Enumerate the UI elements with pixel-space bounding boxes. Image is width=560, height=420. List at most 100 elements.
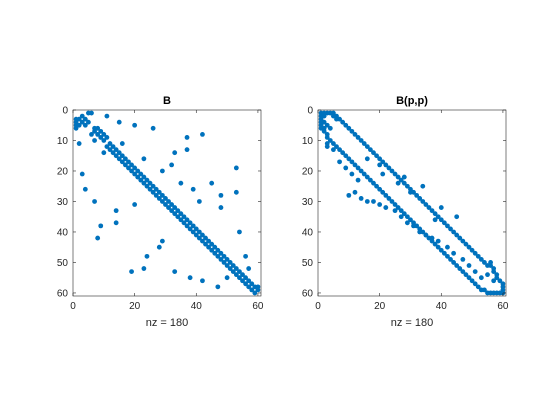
panel-1-nonzero-point xyxy=(141,174,147,180)
panel-1-nonzero-point xyxy=(144,253,150,259)
panel-2-nonzero-point xyxy=(352,162,358,168)
panel-1-nonzero-point xyxy=(175,214,181,220)
panel-1-nonzero-point xyxy=(82,186,88,192)
panel-1-nonzero-point xyxy=(79,171,85,177)
panel-1-nonzero-point xyxy=(144,177,150,183)
panel-1-nonzero-point xyxy=(233,272,239,278)
panel-2-nonzero-point xyxy=(435,238,441,244)
panel-2-nonzero-point xyxy=(349,159,355,165)
panel-2-y-tick-label: 40 xyxy=(302,227,314,238)
panel-1-nonzero-point xyxy=(126,159,131,165)
panel-2-nonzero-point xyxy=(497,278,503,284)
panel-1-nonzero-point xyxy=(206,244,212,250)
panel-1-nonzero-point xyxy=(159,192,165,198)
panel-2-nonzero-point xyxy=(401,174,407,180)
panel-1-nonzero-point xyxy=(218,192,224,198)
panel-2-nonzero-point xyxy=(371,180,376,186)
panel-2-nonzero-point xyxy=(380,171,386,177)
panel-2-nonzero-point xyxy=(331,147,336,153)
panel-1-nonzero-point xyxy=(138,177,144,183)
panel-2-nonzero-point xyxy=(429,235,435,241)
panel-2-nonzero-point xyxy=(472,281,478,287)
panel-2-nonzero-point xyxy=(454,232,460,238)
panel-2-nonzero-point xyxy=(485,263,490,268)
panel-1-nonzero-point xyxy=(107,147,113,153)
panel-2-nonzero-point xyxy=(346,125,352,131)
panel-2-y-tick-label: 10 xyxy=(302,136,314,147)
panel-1-nonzero-point xyxy=(101,131,107,137)
panel-2-nonzero-point xyxy=(466,275,472,281)
panel-1-nonzero-point xyxy=(86,119,91,125)
panel-2-nonzero-point xyxy=(417,196,423,201)
panel-1-nonzero-point xyxy=(172,150,178,156)
panel-2-nonzero-point xyxy=(445,253,450,259)
panel-1-nonzero-point xyxy=(95,235,101,241)
panel-1-nonzero-point xyxy=(122,156,128,162)
panel-2-nonzero-point xyxy=(485,272,490,278)
panel-1-nonzero-point xyxy=(243,253,248,259)
panel-2-nonzero-point xyxy=(475,284,481,290)
panel-1-nonzero-point xyxy=(132,122,138,128)
panel-1-nonzero-point xyxy=(82,116,88,122)
panel-2-nonzero-point xyxy=(500,281,506,287)
panel-1-nonzero-point xyxy=(224,275,230,281)
panel-1-nonzero-point xyxy=(89,131,94,137)
panel-1-nonzero-point xyxy=(101,150,107,156)
panel-1-nonzero-point xyxy=(221,253,227,259)
panel-1-title: B xyxy=(163,95,171,107)
panel-1-nonzero-point xyxy=(116,150,122,156)
panel-2-nonzero-point xyxy=(321,113,327,119)
panel-1-nonzero-point xyxy=(246,278,252,284)
panel-1-y-tick-label: 50 xyxy=(57,258,69,269)
panel-2-nonzero-point xyxy=(364,144,370,149)
panel-2-nonzero-point xyxy=(463,241,469,247)
panel-1-nonzero-point xyxy=(230,263,236,268)
panel-1-y-tick-label: 20 xyxy=(57,166,69,177)
panel-1-nonzero-point xyxy=(141,156,147,162)
panel-2-x-tick-label: 0 xyxy=(315,301,321,312)
panel-1-nonzero-point xyxy=(190,229,196,235)
panel-2-xlabel: nz = 180 xyxy=(391,317,434,329)
panel-2-x-tick-label: 20 xyxy=(374,301,386,312)
panel-2-nonzero-point xyxy=(435,214,441,220)
panel-2-nonzero-point xyxy=(408,217,413,223)
panel-2-nonzero-point xyxy=(438,205,444,210)
panel-1-nonzero-point xyxy=(144,183,150,189)
panel-1-nonzero-point xyxy=(187,220,193,226)
panel-2-nonzero-point xyxy=(374,183,379,189)
panel-1-nonzero-point xyxy=(224,257,230,262)
panel-1-y-tick-label: 10 xyxy=(57,136,69,147)
panel-2-nonzero-point xyxy=(404,220,410,226)
panel-2-nonzero-point xyxy=(361,141,367,146)
panel-2-nonzero-point xyxy=(343,165,349,171)
panel-2-nonzero-point xyxy=(432,241,438,247)
panel-2-title: B(p,p) xyxy=(396,95,428,107)
panel-2-nonzero-point xyxy=(466,244,472,250)
panel-2-nonzero-point xyxy=(438,217,444,223)
panel-1-y-tick-label: 30 xyxy=(57,197,69,208)
panel-2-nonzero-point xyxy=(404,214,410,220)
panel-1-nonzero-point xyxy=(153,192,159,198)
panel-2-y-tick-label: 20 xyxy=(302,166,314,177)
panel-1-nonzero-point xyxy=(255,284,261,290)
panel-2-nonzero-point xyxy=(374,153,379,159)
panel-1-nonzero-point xyxy=(233,165,239,171)
panel-1-nonzero-point xyxy=(193,226,199,232)
panel-1-nonzero-point xyxy=(178,211,184,217)
panel-2-nonzero-point xyxy=(423,202,429,207)
panel-1-nonzero-point xyxy=(101,138,107,143)
panel-1-nonzero-point xyxy=(82,122,88,128)
panel-2-nonzero-point xyxy=(408,189,413,195)
panel-1-x-tick-label: 60 xyxy=(252,301,264,312)
panel-2-nonzero-point xyxy=(441,220,447,226)
panel-2-nonzero-point xyxy=(401,180,407,186)
panel-1-nonzero-point xyxy=(209,241,215,247)
panel-2-nonzero-point xyxy=(432,217,438,223)
panel-1-nonzero-point xyxy=(104,144,110,149)
panel-1-nonzero-point xyxy=(119,159,125,165)
panel-1-nonzero-point xyxy=(196,199,202,204)
panel-1-nonzero-point xyxy=(156,189,162,195)
panel-1-nonzero-point xyxy=(129,162,134,168)
panel-2-nonzero-point xyxy=(352,189,358,195)
